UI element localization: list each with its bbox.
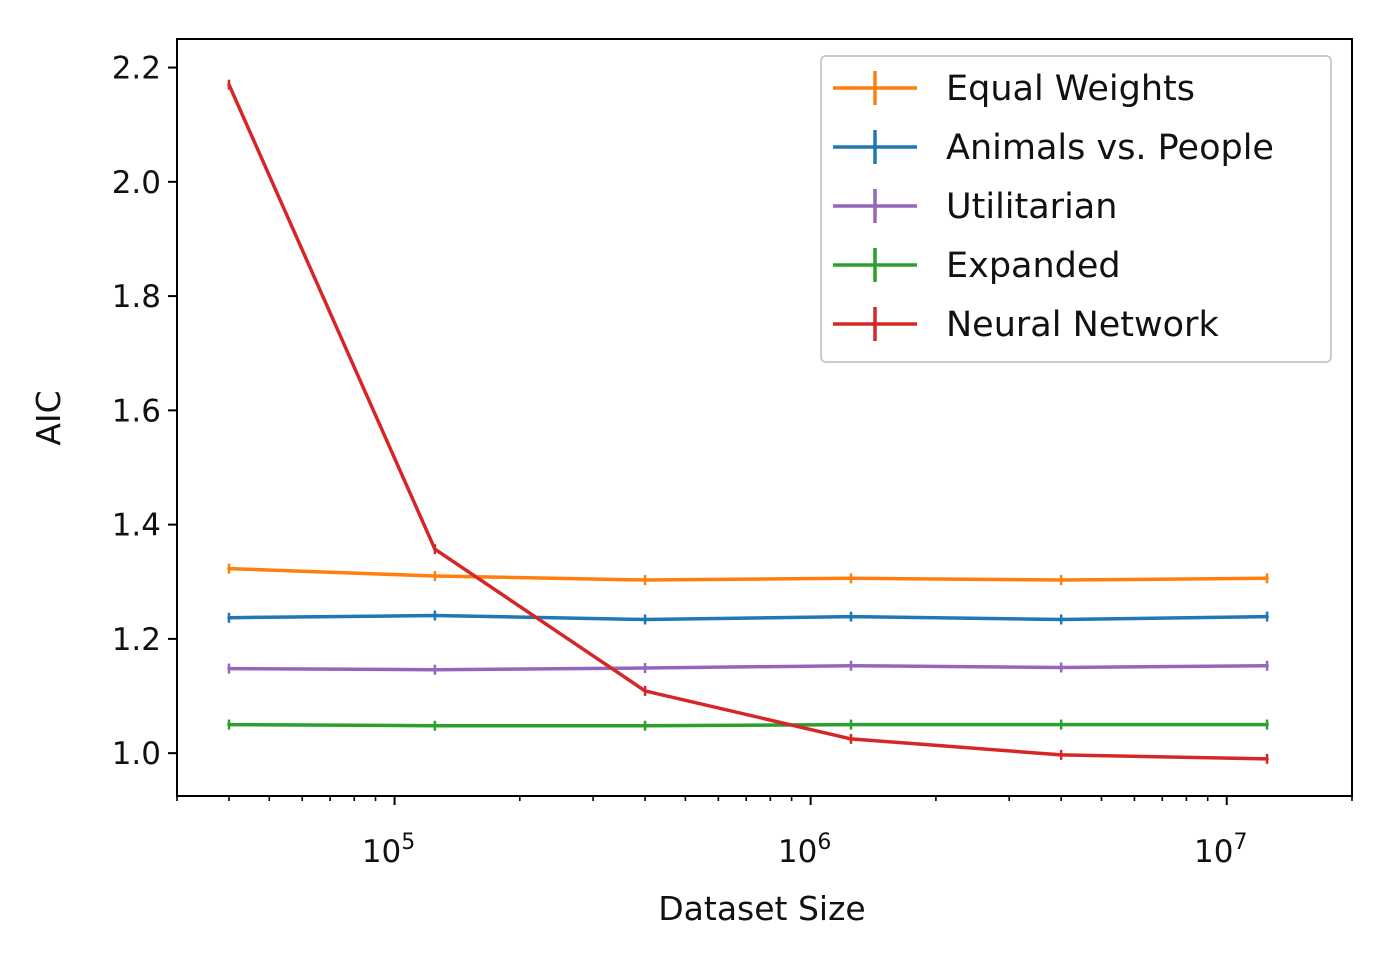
series-line-expanded bbox=[227, 722, 1269, 728]
series-line-utilitarian bbox=[227, 663, 1269, 672]
legend-label: Equal Weights bbox=[946, 69, 1195, 109]
y-tick-label: 1.0 bbox=[112, 736, 161, 772]
y-tick-label: 1.2 bbox=[112, 622, 161, 658]
plot-frame bbox=[176, 38, 1353, 797]
legend-label: Utilitarian bbox=[946, 187, 1117, 227]
y-tick-label: 2.2 bbox=[112, 51, 161, 87]
legend-label: Neural Network bbox=[946, 305, 1219, 345]
y-tick-label: 1.6 bbox=[112, 393, 161, 429]
legend-item: Equal Weights bbox=[833, 69, 1195, 109]
x-tick-label: 106 bbox=[778, 830, 831, 870]
legend-label: Expanded bbox=[946, 246, 1121, 286]
x-tick-label: 105 bbox=[362, 830, 415, 870]
x-axis-label: Dataset Size bbox=[658, 889, 865, 928]
legend-item: Animals vs. People bbox=[833, 128, 1274, 168]
series-layer bbox=[227, 79, 1269, 764]
y-axis-label: AIC bbox=[29, 390, 68, 445]
legend-box bbox=[820, 55, 1332, 363]
legend-item: Neural Network bbox=[833, 305, 1219, 345]
y-tick-label: 2.0 bbox=[112, 165, 161, 201]
series-line-neural-network bbox=[227, 82, 1269, 761]
x-tick-label: 107 bbox=[1194, 830, 1247, 870]
series-line-animals-vs-people bbox=[227, 613, 1269, 622]
y-tick-label: 1.4 bbox=[112, 508, 161, 544]
legend-item: Expanded bbox=[833, 246, 1121, 286]
series-line-equal-weights bbox=[227, 566, 1269, 582]
legend-item: Utilitarian bbox=[833, 187, 1117, 227]
y-tick-label: 1.8 bbox=[112, 279, 161, 315]
legend-label: Animals vs. People bbox=[946, 128, 1274, 168]
tick-layer: 1.0 1.2 1.4 1.6 1.8 2.0 2.2 105 106 107 bbox=[112, 51, 1353, 870]
legend: Equal Weights Animals vs. People Utilitari… bbox=[820, 55, 1332, 363]
